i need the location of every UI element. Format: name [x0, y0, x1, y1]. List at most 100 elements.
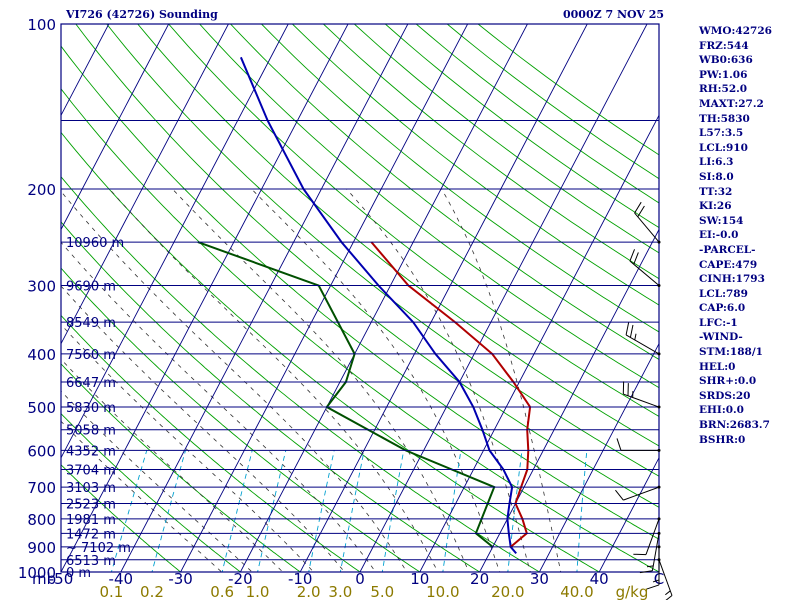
plot-frame	[60, 23, 660, 573]
pressure-tick-label: 400	[27, 346, 56, 364]
temperature-tick-label: -30	[168, 570, 193, 588]
dry-adiabat-line	[75, 24, 659, 508]
parcel-trace	[370, 241, 532, 548]
wind-barb-flag	[629, 324, 634, 338]
index-item: PW:1.06	[699, 68, 748, 81]
isotherm-line	[538, 342, 659, 572]
wind-barb-flag	[665, 595, 673, 600]
isotherm-line	[61, 24, 110, 117]
index-item: -WIND-	[699, 331, 743, 344]
dry-adiabat-line	[61, 363, 301, 572]
mixing-ratio-label: 2.0	[297, 583, 321, 600]
dry-adiabat-line	[137, 24, 659, 447]
index-item: WMO:42726	[699, 25, 772, 37]
wind-barb-staff	[658, 559, 673, 596]
pressure-tick-label: 600	[27, 442, 56, 460]
wind-barb-dot	[657, 545, 661, 549]
pressure-tick-label: 300	[27, 277, 56, 295]
index-item: CAPE:479	[699, 258, 758, 271]
moist-adiabat-line	[346, 188, 531, 572]
temperature-trace	[239, 56, 517, 555]
dry-adiabat-line	[61, 464, 182, 572]
index-item: KI:26	[699, 200, 732, 213]
isotherm-line	[239, 24, 528, 572]
index-item: SW:154	[699, 214, 744, 227]
wind-barb	[634, 201, 661, 244]
isotherm-line	[359, 24, 648, 572]
moist-adiabat-line	[61, 358, 284, 572]
dry-adiabat-line	[61, 176, 541, 572]
temperature-tick-label: 20	[470, 570, 489, 588]
index-item: EI:-0.0	[699, 229, 739, 242]
wind-barb-flag	[637, 205, 645, 218]
mixing-ratio-label: 10.0	[426, 583, 459, 600]
moist-adiabat-line	[441, 188, 562, 572]
height-label: 10960 m	[66, 236, 124, 251]
wind-barb-staff	[623, 486, 660, 501]
moist-adiabat-line	[61, 190, 408, 572]
index-item: L57:3.5	[699, 127, 744, 140]
temperature-tick-label: 0	[355, 570, 365, 588]
wind-barb-dot	[657, 405, 661, 409]
mixing-ratio-line	[308, 450, 335, 572]
dry-adiabat-line	[322, 24, 659, 280]
wind-barb	[657, 558, 673, 600]
mixing-ratio-label: 1.0	[246, 583, 270, 600]
index-item: SI:8.0	[699, 170, 734, 183]
height-label: 0 m	[66, 566, 91, 581]
wind-barb	[615, 485, 661, 501]
wind-barb-flag	[625, 322, 630, 336]
dry-adiabat-line	[198, 24, 659, 389]
wind-barb-half-flag	[652, 579, 660, 583]
pressure-tick-label: 700	[27, 479, 56, 497]
index-item: BRN:2683.7	[699, 419, 770, 432]
wind-barb	[633, 517, 661, 556]
index-item: LCL:910	[699, 141, 748, 154]
mixing-ratio-line	[339, 450, 365, 572]
wind-barb-staff	[625, 334, 660, 355]
index-item: TH:5830	[699, 112, 750, 125]
isotherm-line	[0, 12, 55, 584]
pressure-tick-label: 200	[27, 181, 56, 199]
isotherm-line	[598, 456, 659, 572]
dry-adiabat-line	[106, 24, 659, 477]
wind-barb-staff	[645, 518, 660, 555]
dry-adiabat-line	[61, 45, 659, 540]
mixing-ratio-label: 0.2	[140, 583, 164, 600]
stability-indices-list: WMO:42726 FRZ:544 WB0:636 PW:1.06 RH:52.0 MAX…	[699, 24, 772, 447]
temperature-tick-label: -40	[109, 570, 134, 588]
wind-barb-flag	[646, 584, 660, 590]
pressure-tick-label: 800	[27, 511, 56, 529]
wind-barb-dot	[657, 352, 661, 356]
wind-barb-dot	[657, 531, 661, 535]
isotherm-line	[61, 24, 170, 231]
wind-barb	[639, 531, 661, 574]
wind-barb-flag	[629, 249, 636, 262]
dry-adiabat-line	[61, 314, 361, 572]
wind-barb-dot	[657, 283, 661, 287]
mixing-ratio-line	[576, 450, 588, 572]
index-item: SHR+:0.0	[699, 375, 757, 388]
pressure-tick-label: 100	[27, 16, 56, 34]
moist-adiabat-line	[61, 285, 346, 572]
height-label: 2523 m	[66, 498, 116, 513]
isotherm-line	[61, 24, 229, 345]
wind-barb-dot	[657, 485, 661, 489]
height-label: 1981 m	[66, 513, 116, 528]
index-item: LI:6.3	[699, 156, 734, 169]
mixing-ratio-label: 0.6	[210, 583, 234, 600]
wind-barb-flag	[615, 489, 624, 501]
temperature-tick-label: -50	[49, 570, 74, 588]
height-label: 9690 m	[66, 279, 116, 294]
wind-barb-staff	[634, 212, 660, 243]
pressure-tick-label: 500	[27, 399, 56, 417]
height-label: 3103 m	[66, 481, 116, 496]
height-label: 3704 m	[66, 463, 116, 478]
mixing-ratio-label: 5.0	[370, 583, 394, 600]
height-label: 5058 m	[66, 424, 116, 439]
wind-barb-dot	[657, 240, 661, 244]
dry-adiabat-line	[353, 24, 659, 254]
wind-barb	[622, 381, 661, 409]
wind-barb-dot	[657, 517, 661, 521]
pressure-tick-label: 1000	[18, 564, 56, 582]
